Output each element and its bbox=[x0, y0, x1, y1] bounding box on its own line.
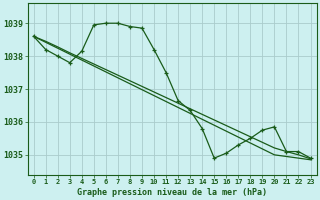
X-axis label: Graphe pression niveau de la mer (hPa): Graphe pression niveau de la mer (hPa) bbox=[77, 188, 267, 197]
